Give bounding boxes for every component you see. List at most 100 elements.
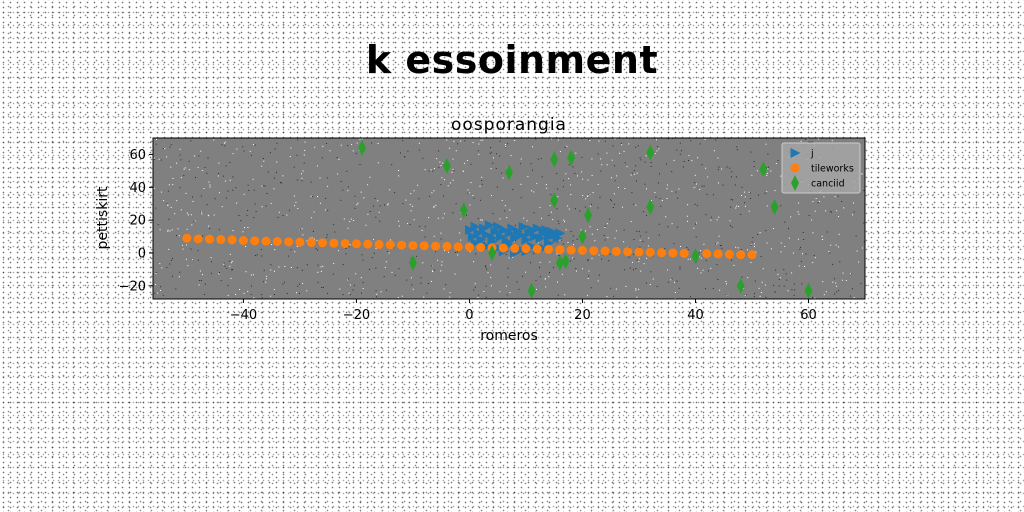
noise-speck xyxy=(301,173,302,175)
noise-speck xyxy=(443,195,445,197)
noise-speck xyxy=(587,195,589,197)
noise-speck xyxy=(170,144,172,146)
noise-speck xyxy=(548,276,550,278)
data-point xyxy=(600,246,610,256)
noise-speck xyxy=(606,152,608,154)
noise-speck xyxy=(705,167,707,169)
noise-speck xyxy=(759,232,761,234)
noise-speck xyxy=(550,211,552,213)
noise-speck xyxy=(417,184,419,186)
noise-speck xyxy=(236,148,238,150)
noise-speck xyxy=(412,288,414,290)
noise-speck xyxy=(617,187,619,188)
noise-speck xyxy=(515,240,517,242)
y-tick-label: 0 xyxy=(138,247,146,262)
noise-speck xyxy=(747,249,748,251)
noise-speck xyxy=(598,274,600,276)
noise-speck xyxy=(620,142,622,144)
noise-speck xyxy=(621,144,623,146)
noise-speck xyxy=(334,231,336,233)
noise-speck xyxy=(682,166,684,168)
noise-speck xyxy=(597,183,599,185)
noise-speck xyxy=(354,195,356,197)
noise-speck xyxy=(483,242,485,243)
noise-speck xyxy=(614,237,616,239)
noise-speck xyxy=(200,280,202,281)
x-axis: −40 −20 0 20 40 60 xyxy=(230,299,817,323)
noise-speck xyxy=(632,253,634,255)
noise-speck xyxy=(836,285,838,287)
noise-speck xyxy=(863,222,865,224)
noise-speck xyxy=(562,243,564,245)
noise-speck xyxy=(454,251,456,253)
noise-speck xyxy=(238,215,240,216)
noise-speck xyxy=(830,244,832,246)
noise-speck xyxy=(674,292,676,293)
noise-speck xyxy=(235,293,237,295)
noise-speck xyxy=(657,146,659,148)
noise-speck xyxy=(853,211,855,213)
data-point xyxy=(724,249,734,259)
noise-speck xyxy=(452,212,454,214)
noise-speck xyxy=(549,205,551,207)
noise-speck xyxy=(560,239,562,241)
noise-speck xyxy=(251,285,252,287)
noise-speck xyxy=(347,186,349,188)
data-point xyxy=(470,221,481,232)
noise-speck xyxy=(162,294,164,296)
noise-speck xyxy=(726,283,727,285)
noise-speck xyxy=(784,221,786,223)
noise-speck xyxy=(639,239,641,241)
data-point xyxy=(527,225,538,235)
data-point xyxy=(702,249,712,259)
noise-speck xyxy=(153,157,155,159)
noise-speck xyxy=(441,177,443,179)
noise-speck xyxy=(477,150,479,152)
noise-speck xyxy=(156,139,157,140)
noise-speck xyxy=(838,246,839,248)
noise-speck xyxy=(760,256,762,257)
noise-speck xyxy=(710,219,712,221)
noise-speck xyxy=(439,161,441,163)
noise-speck xyxy=(201,170,203,171)
noise-speck xyxy=(599,196,601,198)
noise-speck xyxy=(815,198,817,199)
noise-speck xyxy=(192,200,194,202)
noise-speck xyxy=(567,242,569,243)
noise-speck xyxy=(802,232,804,233)
noise-speck xyxy=(446,139,448,141)
noise-speck xyxy=(736,149,738,151)
noise-speck xyxy=(702,269,704,271)
noise-speck xyxy=(679,153,681,155)
noise-speck xyxy=(735,176,737,178)
noise-speck xyxy=(179,187,181,189)
noise-speck xyxy=(303,162,305,164)
noise-speck xyxy=(299,283,301,285)
noise-speck xyxy=(347,227,349,229)
noise-speck xyxy=(609,218,611,220)
noise-speck xyxy=(588,193,590,195)
noise-speck xyxy=(176,235,177,237)
noise-speck xyxy=(224,265,226,267)
noise-speck xyxy=(822,239,824,240)
noise-speck xyxy=(209,184,211,186)
noise-speck xyxy=(253,189,255,191)
noise-speck xyxy=(744,191,745,193)
noise-speck xyxy=(183,168,185,170)
noise-speck xyxy=(754,293,755,295)
noise-speck xyxy=(556,241,558,243)
noise-speck xyxy=(774,291,776,293)
noise-speck xyxy=(536,183,538,185)
noise-speck xyxy=(814,210,816,212)
noise-speck xyxy=(379,205,381,207)
noise-speck xyxy=(240,220,242,222)
noise-speck xyxy=(160,290,162,291)
noise-speck xyxy=(214,198,216,200)
noise-speck xyxy=(639,246,641,248)
noise-speck xyxy=(703,243,705,245)
noise-speck xyxy=(394,274,396,276)
noise-speck xyxy=(540,158,542,160)
noise-speck xyxy=(624,188,626,189)
noise-speck xyxy=(393,247,395,249)
noise-speck xyxy=(636,296,638,298)
